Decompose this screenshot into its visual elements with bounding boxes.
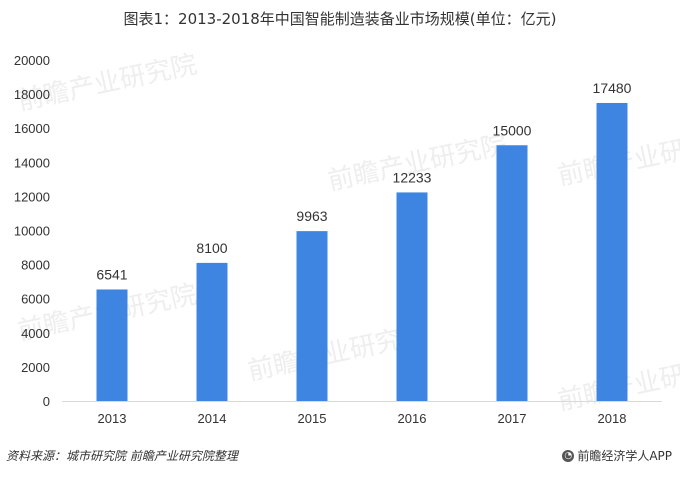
brand-label: 前瞻经济学人APP xyxy=(577,449,672,463)
y-tick-label: 6000 xyxy=(21,292,50,307)
data-label: 17480 xyxy=(593,80,632,96)
y-tick-label: 8000 xyxy=(21,258,50,273)
y-tick-label: 0 xyxy=(43,394,50,409)
data-label: 6541 xyxy=(96,266,127,282)
bars xyxy=(96,102,628,401)
y-tick-label: 20000 xyxy=(14,53,50,68)
bar xyxy=(296,231,328,401)
x-tick-label: 2018 xyxy=(598,411,627,426)
x-tick-label: 2013 xyxy=(98,411,127,426)
data-label: 9963 xyxy=(296,208,327,224)
y-tick-label: 12000 xyxy=(14,189,50,204)
bar xyxy=(596,102,628,401)
x-axis: 2013 2014 2015 2016 2017 2018 xyxy=(62,401,662,426)
y-tick-label: 10000 xyxy=(14,224,50,239)
x-tick-label: 2015 xyxy=(298,411,327,426)
y-tick-label: 2000 xyxy=(21,360,50,375)
y-tick-label: 14000 xyxy=(14,155,50,170)
y-tick-label: 18000 xyxy=(14,87,50,102)
brand-credit: ◔ 前瞻经济学人APP xyxy=(562,447,672,464)
data-labels: 6541 8100 9963 12233 15000 17480 xyxy=(96,80,631,283)
bar xyxy=(496,145,528,401)
bar xyxy=(196,262,228,401)
data-label: 8100 xyxy=(196,240,227,256)
x-tick-label: 2014 xyxy=(198,411,227,426)
x-tick-label: 2016 xyxy=(398,411,427,426)
watermark-text: 前瞻产业研究院 xyxy=(325,130,509,197)
x-tick-label: 2017 xyxy=(498,411,527,426)
brand-logo-icon: ◔ xyxy=(562,449,575,462)
y-tick-label: 4000 xyxy=(21,326,50,341)
bar xyxy=(96,289,128,401)
y-axis: 0 2000 4000 6000 8000 10000 12000 14000 16000 180… xyxy=(14,53,50,409)
source-note: 资料来源：城市研究院 前瞻产业研究院整理 xyxy=(6,449,238,463)
data-label: 12233 xyxy=(393,169,432,185)
chart-title: 图表1：2013-2018年中国智能制造装备业市场规模(单位：亿元) xyxy=(123,10,557,28)
bar xyxy=(396,192,428,401)
y-tick-label: 16000 xyxy=(14,121,50,136)
data-label: 15000 xyxy=(493,122,532,138)
